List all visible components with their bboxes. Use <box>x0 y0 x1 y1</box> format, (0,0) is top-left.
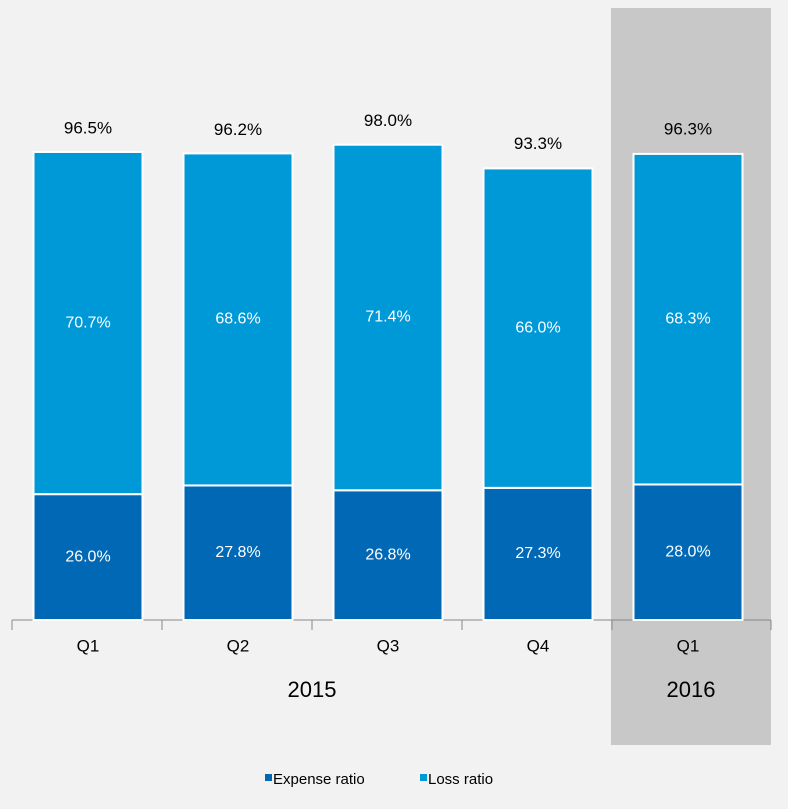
x-tick-label: Q3 <box>377 636 400 655</box>
value-label: 27.3% <box>515 545 560 562</box>
legend-swatch <box>420 774 427 781</box>
value-label: 26.8% <box>365 546 410 563</box>
bar-segment <box>332 143 444 492</box>
group-label: 2016 <box>667 677 716 702</box>
x-tick-label: Q2 <box>227 636 250 655</box>
legend-swatch <box>265 774 272 781</box>
x-tick-label: Q1 <box>77 636 100 655</box>
legend-label: Expense ratio <box>273 771 365 788</box>
value-label: 26.0% <box>65 548 110 565</box>
total-label: 96.2% <box>214 120 262 139</box>
bar-segment <box>32 493 144 621</box>
value-label: 71.4% <box>365 309 410 326</box>
x-tick-label: Q4 <box>527 636 550 655</box>
total-label: 96.5% <box>64 118 112 137</box>
bar-segment <box>482 486 594 622</box>
bar-segment <box>632 152 744 486</box>
x-tick-label: Q1 <box>677 636 700 655</box>
bar-segment <box>632 483 744 622</box>
value-label: 70.7% <box>65 314 110 331</box>
bar-segment <box>332 489 444 621</box>
value-label: 27.8% <box>215 544 260 561</box>
value-label: 68.6% <box>215 311 260 328</box>
bar-segment <box>32 150 144 496</box>
bar-segment <box>182 152 294 487</box>
bar-segment <box>182 484 294 621</box>
value-label: 66.0% <box>515 319 560 336</box>
value-label: 28.0% <box>665 543 710 560</box>
group-label: 2015 <box>288 677 337 702</box>
legend-label: Loss ratio <box>428 771 493 788</box>
value-label: 68.3% <box>665 310 710 327</box>
total-label: 96.3% <box>664 119 712 138</box>
bar-segment <box>482 167 594 489</box>
total-label: 98.0% <box>364 111 412 130</box>
total-label: 93.3% <box>514 134 562 153</box>
